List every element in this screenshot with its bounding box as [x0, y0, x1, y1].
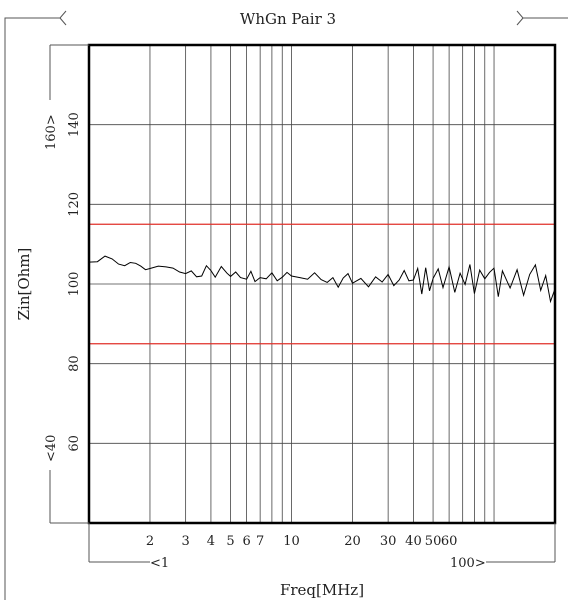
- y-tick-label: 120: [67, 192, 82, 217]
- x-range-bracket: [88, 523, 556, 563]
- x-tick-label: 60: [441, 534, 458, 549]
- x-tick-label: 5: [226, 534, 234, 549]
- y-tick-label: 60: [67, 435, 82, 452]
- series-layer: [88, 255, 556, 304]
- grid: [89, 45, 555, 523]
- x-axis-label: Freq[MHz]: [280, 581, 364, 599]
- series-line: [88, 255, 556, 304]
- y-tick-label: 80: [67, 355, 82, 372]
- x-tick-label: 20: [344, 534, 361, 549]
- x-tick-label: 7: [256, 534, 264, 549]
- y-axis-label: Zin[Ohm]: [15, 248, 33, 321]
- y-tick-label: 100: [67, 272, 82, 297]
- x-tick-label: 4: [207, 534, 215, 549]
- chart-title: WhGn Pair 3: [240, 10, 336, 28]
- x-tick-label: 6: [242, 534, 250, 549]
- y-range-min: <40: [44, 435, 59, 462]
- x-tick-label: 40: [405, 534, 422, 549]
- y-range-max: 160>: [44, 114, 59, 150]
- x-tick-label: 10: [283, 534, 300, 549]
- y-tick-labels: 60 80 100 120 140: [67, 112, 82, 451]
- x-tick-labels: 2 3 4 5 6 7 10 20 30 40 50 60: [146, 534, 458, 549]
- x-range-max: 100>: [450, 556, 486, 571]
- x-tick-label: 50: [425, 534, 442, 549]
- y-tick-label: 140: [67, 112, 82, 137]
- plot-frame: [87, 43, 557, 525]
- x-range-min: <1: [150, 556, 169, 571]
- x-tick-label: 3: [181, 534, 189, 549]
- x-tick-label: 30: [380, 534, 397, 549]
- x-tick-label: 2: [146, 534, 154, 549]
- y-range-bracket: [49, 44, 89, 524]
- limit-lines: [89, 223, 555, 345]
- outer-frame: [4, 10, 568, 600]
